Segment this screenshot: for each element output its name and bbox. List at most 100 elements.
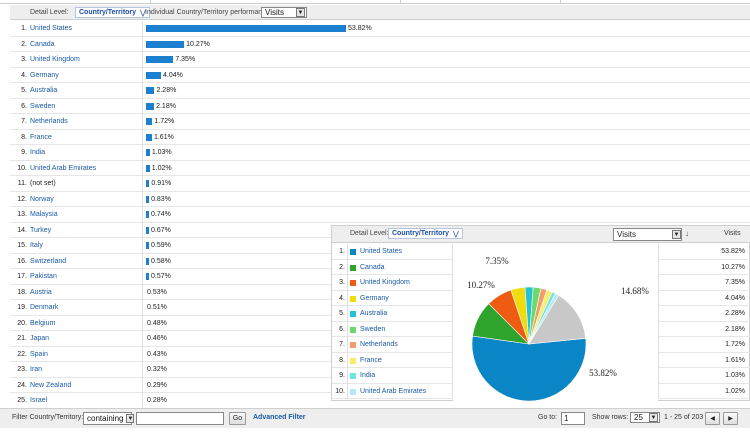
detail-level-label: Detail Level: (350, 230, 389, 237)
country-link: (not set) (30, 180, 56, 187)
country-link[interactable]: Japan (30, 335, 50, 342)
country-link[interactable]: United Arab Emirates (360, 387, 427, 395)
pie-slice-united-states[interactable] (471, 335, 587, 401)
legend-swatch (350, 280, 356, 286)
goto-label: Go to: (538, 414, 558, 421)
row-percentage: 53.82% (721, 248, 745, 255)
row-percentage: 0.57% (151, 273, 171, 280)
table-row: 8. France 1.61% (10, 129, 750, 145)
advanced-filter-link[interactable]: Advanced Filter (253, 414, 306, 421)
row-percentage: 0.29% (147, 381, 167, 389)
country-link[interactable]: United Kingdom (30, 56, 80, 63)
country-link[interactable]: France (360, 356, 382, 364)
row-number: 6. (21, 102, 27, 110)
country-link[interactable]: Spain (30, 350, 48, 358)
country-link[interactable]: Turkey (30, 226, 52, 234)
country-link[interactable]: Malaysia (30, 211, 58, 218)
row-percentage: 0.58% (151, 257, 171, 265)
country-link[interactable]: United States (30, 25, 73, 32)
country-link[interactable]: Sweden (360, 325, 386, 333)
row-percentage: 1.61% (725, 356, 745, 364)
table-footer: Filter Country/Territory: containing ▼ G… (0, 408, 750, 428)
row-percentage: 1.61% (153, 133, 174, 141)
country-link[interactable]: United Kingdom (360, 279, 410, 286)
row-number: 12. (17, 195, 27, 203)
pie-slice-other[interactable] (528, 294, 587, 345)
row-percentage: 4.04% (725, 294, 745, 302)
row-percentage: 1.72% (154, 118, 175, 125)
country-link[interactable]: France (30, 133, 52, 141)
row-percentage: 2.28% (725, 310, 745, 317)
country-link[interactable]: Canada (360, 263, 385, 271)
row-percentage: 10.27% (186, 40, 210, 48)
row-number: 8. (339, 356, 345, 364)
country-link[interactable]: Canada (30, 40, 55, 48)
performance-bar (146, 40, 185, 48)
country-link[interactable]: Germany (360, 294, 389, 302)
row-number: 23. (17, 366, 27, 373)
country-link[interactable]: Iran (30, 366, 43, 373)
row-number: 1. (21, 25, 27, 32)
country-link[interactable]: Belgium (30, 319, 56, 327)
country-link[interactable]: Denmark (30, 304, 59, 311)
row-percentage: 10.27% (721, 263, 745, 271)
row-number: 24. (17, 381, 27, 389)
dropdown-arrow-icon: ▼ (296, 8, 305, 17)
country-link[interactable]: Netherlands (30, 118, 68, 125)
country-link[interactable]: Italy (30, 242, 43, 249)
row-percentage: 0.53% (147, 288, 167, 296)
country-link[interactable]: Australia (360, 310, 388, 317)
row-percentage: 2.28% (156, 87, 177, 94)
country-link[interactable]: Sweden (30, 102, 56, 110)
legend-swatch (350, 326, 356, 333)
previous-page-icon[interactable]: ◀ (705, 412, 720, 425)
filter-mode-select[interactable]: containing ▼ (83, 412, 135, 425)
country-link[interactable]: Norway (30, 195, 54, 203)
detail-level-selector[interactable]: Country/Territory ⋁ (388, 228, 463, 239)
row-percentage: 4.04% (163, 71, 183, 79)
next-page-icon[interactable]: ▶ (723, 412, 738, 425)
country-link[interactable]: India (30, 149, 46, 156)
country-link[interactable]: Austria (30, 288, 52, 296)
country-link[interactable]: Netherlands (360, 341, 398, 348)
country-link[interactable]: Germany (30, 71, 59, 79)
pie-chart-panel: Detail Level: Country/Territory ⋁ Visits… (331, 225, 750, 401)
country-link[interactable]: Switzerland (30, 257, 67, 265)
country-link[interactable]: Pakistan (30, 273, 57, 280)
country-link[interactable]: United States (360, 248, 403, 255)
detail-level-selector[interactable]: Country/Territory ⋁ (75, 7, 150, 18)
country-link[interactable]: Israel (30, 397, 48, 404)
row-number: 21. (17, 335, 27, 342)
double-chevron-icon: ⋁ (140, 9, 146, 17)
country-link[interactable]: New Zealand (30, 381, 72, 389)
row-number: 3. (339, 279, 345, 286)
metric-select[interactable]: Visits ▼ (613, 228, 682, 241)
metric-select[interactable]: Visits ▼ (261, 7, 307, 18)
row-number: 3. (21, 56, 27, 63)
goto-input[interactable]: 1 (561, 412, 585, 425)
row-number: 22. (17, 350, 27, 358)
row-percentage: 0.83% (151, 195, 171, 203)
legend-swatch (350, 295, 356, 302)
filter-input[interactable] (136, 412, 224, 425)
show-rows-select[interactable]: 25 ▼ (630, 412, 660, 423)
country-link[interactable]: India (360, 372, 376, 379)
row-number: 17. (17, 273, 27, 280)
pie-chart-svg: 53.82% 10.27% 7.35% 14.68% (467, 256, 649, 401)
go-button[interactable]: Go (229, 412, 246, 425)
performance-bar (146, 87, 155, 94)
table-row: 6. Sweden 2.18% (10, 98, 750, 114)
row-number: 2. (339, 263, 345, 271)
pie-data-label: 10.27% (467, 280, 495, 290)
row-percentage: 1.03% (151, 149, 172, 156)
row-number: 16. (17, 257, 27, 265)
dropdown-arrow-icon: ▼ (649, 413, 658, 422)
country-link[interactable]: United Arab Emirates (30, 164, 97, 172)
metric-value: Visits (265, 8, 284, 17)
sort-descending-icon[interactable]: ↓ (685, 229, 689, 238)
row-percentage: 0.51% (147, 304, 167, 311)
table-row: 4. Germany 4.04% (10, 67, 750, 83)
country-link[interactable]: Australia (30, 87, 58, 94)
table-header: Detail Level: Country/Territory ⋁ Indivi… (10, 5, 750, 20)
show-rows-value: 25 (634, 413, 643, 422)
